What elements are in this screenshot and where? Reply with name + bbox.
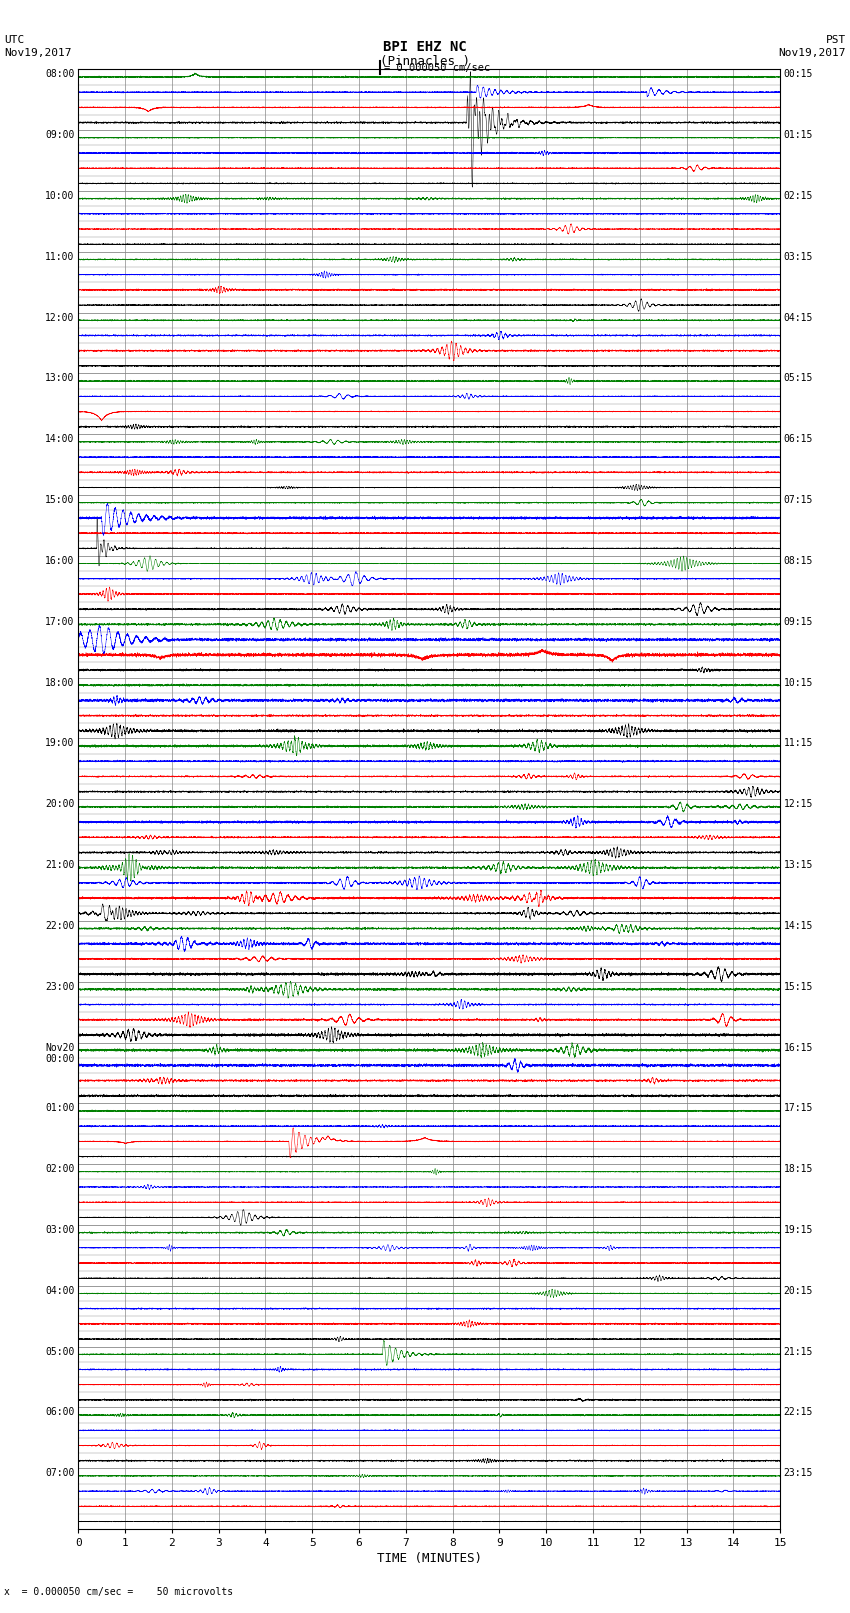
Text: 12:15: 12:15 (784, 800, 813, 810)
Text: 00:15: 00:15 (784, 69, 813, 79)
Text: 04:15: 04:15 (784, 313, 813, 323)
Text: 05:00: 05:00 (45, 1347, 75, 1357)
Text: 15:15: 15:15 (784, 982, 813, 992)
Text: Nov19,2017: Nov19,2017 (4, 48, 71, 58)
Text: x  = 0.000050 cm/sec =    50 microvolts: x = 0.000050 cm/sec = 50 microvolts (4, 1587, 234, 1597)
Text: 10:15: 10:15 (784, 677, 813, 687)
Text: Nov20
00:00: Nov20 00:00 (45, 1042, 75, 1065)
Text: 21:15: 21:15 (784, 1347, 813, 1357)
Text: 18:00: 18:00 (45, 677, 75, 687)
Text: 06:00: 06:00 (45, 1408, 75, 1418)
Text: 07:15: 07:15 (784, 495, 813, 505)
Text: 16:00: 16:00 (45, 556, 75, 566)
Text: 08:00: 08:00 (45, 69, 75, 79)
Text: 16:15: 16:15 (784, 1042, 813, 1053)
Text: UTC: UTC (4, 35, 25, 45)
Text: 17:00: 17:00 (45, 616, 75, 627)
Text: 23:00: 23:00 (45, 982, 75, 992)
Text: 14:00: 14:00 (45, 434, 75, 444)
Text: 02:00: 02:00 (45, 1165, 75, 1174)
Text: 07:00: 07:00 (45, 1468, 75, 1478)
Text: 13:00: 13:00 (45, 374, 75, 384)
Text: 05:15: 05:15 (784, 374, 813, 384)
Text: 06:15: 06:15 (784, 434, 813, 444)
Text: 01:15: 01:15 (784, 131, 813, 140)
Text: 04:00: 04:00 (45, 1286, 75, 1295)
Text: 15:00: 15:00 (45, 495, 75, 505)
Text: 20:00: 20:00 (45, 800, 75, 810)
Text: 03:15: 03:15 (784, 252, 813, 261)
Text: 11:00: 11:00 (45, 252, 75, 261)
Text: 02:15: 02:15 (784, 190, 813, 202)
Text: 14:15: 14:15 (784, 921, 813, 931)
Text: 03:00: 03:00 (45, 1224, 75, 1236)
Text: 09:00: 09:00 (45, 131, 75, 140)
Text: 19:15: 19:15 (784, 1224, 813, 1236)
Text: (Pinnacles ): (Pinnacles ) (380, 55, 470, 68)
Text: 23:15: 23:15 (784, 1468, 813, 1478)
Text: 09:15: 09:15 (784, 616, 813, 627)
Text: 12:00: 12:00 (45, 313, 75, 323)
Text: 08:15: 08:15 (784, 556, 813, 566)
Text: PST: PST (825, 35, 846, 45)
Text: 17:15: 17:15 (784, 1103, 813, 1113)
Text: 21:00: 21:00 (45, 860, 75, 869)
X-axis label: TIME (MINUTES): TIME (MINUTES) (377, 1552, 482, 1565)
Text: 01:00: 01:00 (45, 1103, 75, 1113)
Text: 13:15: 13:15 (784, 860, 813, 869)
Text: 19:00: 19:00 (45, 739, 75, 748)
Text: 10:00: 10:00 (45, 190, 75, 202)
Text: 11:15: 11:15 (784, 739, 813, 748)
Text: Nov19,2017: Nov19,2017 (779, 48, 846, 58)
Text: 18:15: 18:15 (784, 1165, 813, 1174)
Text: 20:15: 20:15 (784, 1286, 813, 1295)
Text: 22:00: 22:00 (45, 921, 75, 931)
Text: BPI EHZ NC: BPI EHZ NC (383, 40, 467, 55)
Text: 22:15: 22:15 (784, 1408, 813, 1418)
Text: = 0.000050 cm/sec: = 0.000050 cm/sec (384, 63, 490, 73)
